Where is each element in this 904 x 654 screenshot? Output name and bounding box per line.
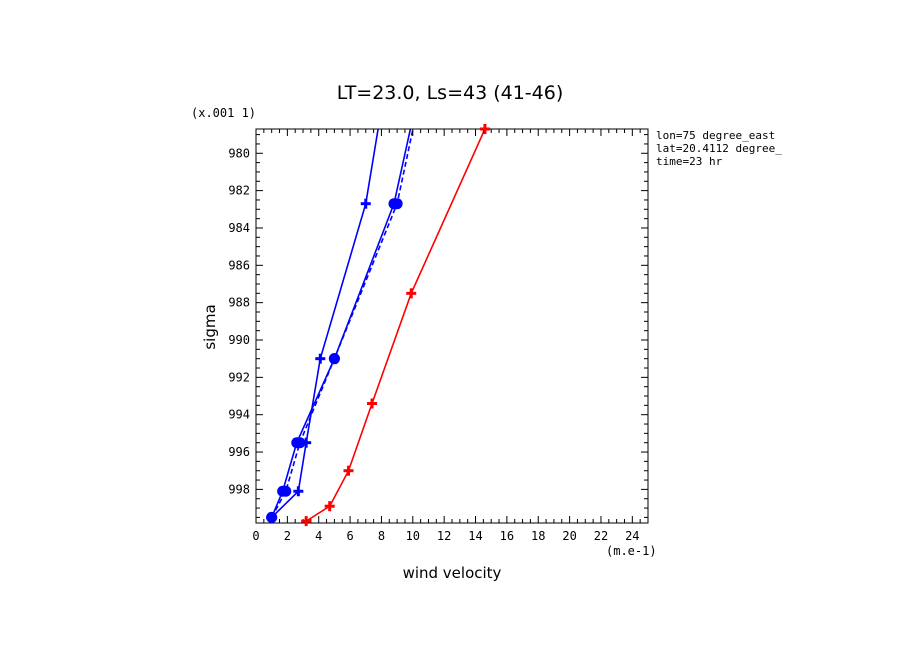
series-line-2 — [271, 129, 379, 518]
x-axis-title: wind velocity — [403, 564, 502, 582]
y-tick-label: 994 — [228, 408, 250, 422]
plot-frame — [255, 128, 649, 524]
x-tick-label: 4 — [315, 529, 322, 543]
series-4-point — [294, 437, 306, 449]
chart-title: LT=23.0, Ls=43 (41-46) — [337, 82, 564, 104]
x-tick-label: 6 — [346, 529, 353, 543]
series-2-point — [360, 198, 371, 209]
annotation-time: time=23 hr — [656, 155, 723, 168]
x-unit-label: (m.e-1) — [606, 544, 657, 558]
x-tick-label: 8 — [378, 529, 385, 543]
x-tick-label: 10 — [406, 529, 420, 543]
annotation-lat: lat=20.4112 degree_ — [656, 142, 782, 155]
x-tick-label: 16 — [500, 529, 514, 543]
axis-ticks: 0 2 4 6 8 10 12 14 16 18 20 22 249809829849869889909… — [228, 129, 649, 543]
annotation-lon: lon=75 degree_east — [656, 129, 775, 142]
series-1-point — [479, 124, 490, 134]
x-tick-label: 18 — [531, 529, 545, 543]
y-tick-label: 986 — [228, 258, 250, 272]
x-tick-label: 22 — [594, 529, 608, 543]
series-4-point — [266, 511, 278, 523]
series-2-point — [293, 486, 304, 497]
x-tick-label: 12 — [437, 529, 451, 543]
x-tick-label: 20 — [562, 529, 576, 543]
y-axis-title: sigma — [201, 304, 219, 349]
series-4-point — [280, 485, 292, 497]
y-unit-label: (x.001 1) — [191, 106, 256, 120]
x-tick-label: 14 — [468, 529, 482, 543]
y-tick-label: 998 — [228, 482, 250, 496]
series-1-point — [406, 288, 417, 299]
y-tick-label: 984 — [228, 221, 250, 235]
series-4-point — [328, 353, 340, 365]
y-tick-label: 990 — [228, 333, 250, 347]
y-tick-label: 992 — [228, 370, 250, 384]
series-1-point — [367, 398, 378, 409]
y-tick-label: 980 — [228, 146, 250, 160]
series-2-point — [315, 353, 326, 364]
y-tick-label: 988 — [228, 296, 250, 310]
x-tick-label: 24 — [625, 529, 639, 543]
series-1-point — [343, 465, 354, 476]
series-line-1 — [305, 129, 486, 522]
y-tick-label: 982 — [228, 184, 250, 198]
y-tick-label: 996 — [228, 445, 250, 459]
x-tick-label: 2 — [284, 529, 291, 543]
series-4-point — [391, 198, 403, 210]
x-tick-label: 0 — [252, 529, 259, 543]
marker-layer — [266, 124, 490, 527]
series-1-point — [324, 501, 335, 512]
series-1-point — [301, 516, 312, 527]
